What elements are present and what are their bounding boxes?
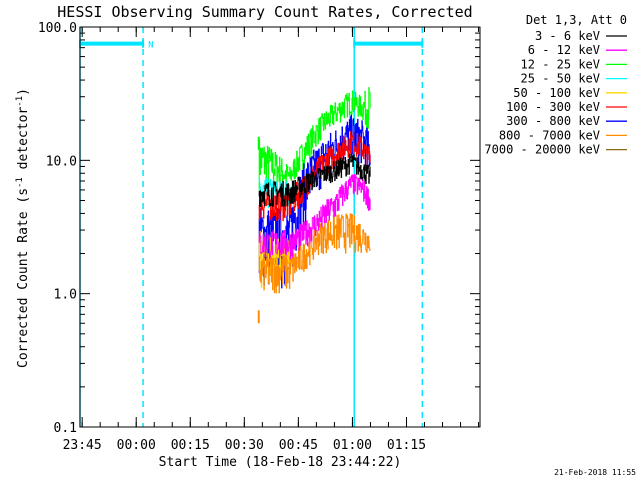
y-axis-label-sup1: -1 (15, 177, 25, 188)
series-trace-3-6keV (258, 153, 371, 207)
x-tick-label-0: 23:45 (63, 438, 102, 453)
series-trace-12-25keV (258, 87, 371, 191)
y-tick-label-3: 100.0 (38, 21, 77, 36)
legend-label-7: 800 - 7000 keV (499, 128, 600, 142)
footer-date: 21-Feb-2018 11:55 (554, 468, 636, 477)
legend-label-4: 50 - 100 keV (513, 86, 600, 100)
x-tick-label-4: 00:45 (279, 438, 318, 453)
legend-label-3: 25 - 50 keV (521, 72, 600, 86)
x-axis: 23:45 00:00 00:15 00:30 00:45 01:00 01:15 (63, 27, 480, 453)
y-axis-label-end: ) (16, 88, 31, 96)
legend-label-5: 100 - 300 keV (506, 100, 600, 114)
legend-header: Det 1,3, Att 0 (526, 13, 627, 27)
y-axis-label-mid: detector (16, 107, 31, 178)
y-tick-label-0: 0.1 (54, 421, 77, 436)
y-tick-label-1: 1.0 (54, 288, 77, 303)
marker-bar-label: N (148, 41, 153, 51)
legend-label-8: 7000 - 20000 keV (484, 143, 600, 157)
series-trace-6-12keV (258, 174, 371, 260)
x-tick-label-6: 01:15 (387, 438, 426, 453)
plot-region: N (79, 27, 424, 427)
legend-label-2: 12 - 25 keV (521, 57, 600, 71)
y-tick-label-2: 10.0 (46, 154, 77, 169)
chart-title: HESSI Observing Summary Count Rates, Cor… (57, 3, 472, 21)
x-tick-label-2: 00:15 (171, 438, 210, 453)
y-axis-label-main: Corrected Count Rate (s (16, 188, 31, 368)
y-axis-label-sup2: -1 (15, 96, 25, 107)
attenuator-marker-layer: N (79, 27, 424, 427)
x-axis-label: Start Time (18-Feb-18 23:44:22) (159, 455, 402, 470)
legend-label-1: 6 - 12 keV (528, 43, 600, 57)
x-tick-label-3: 00:30 (225, 438, 264, 453)
series-layer (257, 87, 371, 324)
x-tick-label-1: 00:00 (117, 438, 156, 453)
y-axis: 0.1 1.0 10.0 100.0 (38, 21, 480, 436)
legend-label-6: 300 - 800 keV (506, 114, 600, 128)
legend-label-0: 3 - 6 keV (535, 29, 600, 43)
y-axis-label: Corrected Count Rate (s-1 detector-1) (15, 88, 31, 368)
x-tick-label-5: 01:00 (333, 438, 372, 453)
